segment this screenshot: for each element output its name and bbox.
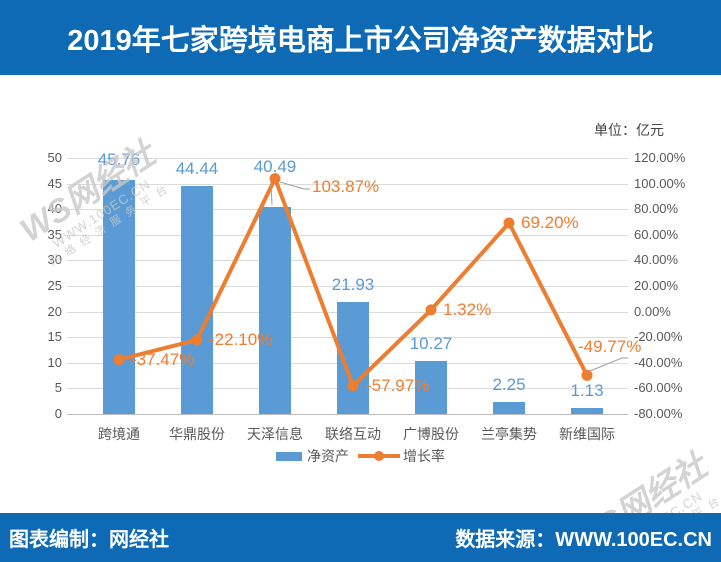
bar-value-label: 44.44 (175, 159, 219, 179)
bar-天泽信息 (259, 206, 291, 414)
footer-source: 数据来源：WWW.100EC.CN (455, 529, 712, 551)
growth-value-label: -37.47% (131, 350, 195, 369)
growth-rate-legend-label: 增长率 (403, 448, 445, 464)
bar-兰亭集势 (493, 402, 525, 414)
right-axis-tick: -40.00% (634, 354, 683, 370)
left-axis-tick: 50 (47, 150, 62, 165)
chart-legend: 净资产 增长率 (0, 447, 721, 465)
bar-value-label: 10.27 (409, 334, 453, 354)
left-axis-tick: 25 (47, 278, 62, 293)
bar-新维国际 (571, 408, 603, 414)
right-axis-tick: 100.00% (634, 175, 686, 191)
category-label: 天泽信息 (247, 426, 303, 442)
bar-value-label: 1.13 (570, 381, 604, 401)
gridline (67, 260, 628, 262)
right-axis-tick: 20.00% (634, 278, 679, 293)
gridline (67, 183, 628, 185)
gridline (67, 414, 628, 415)
leader-line (279, 181, 310, 190)
right-axis-tick: -60.00% (634, 380, 683, 396)
left-axis-tick: 20 (47, 303, 62, 319)
leader-line (270, 181, 273, 206)
left-axis-tick: 5 (54, 380, 62, 396)
gridline (67, 209, 628, 211)
bar-跨境通 (103, 179, 135, 414)
right-axis-tick: 80.00% (634, 201, 679, 217)
left-axis-tick: 0 (54, 406, 62, 421)
line-point-marker (113, 354, 125, 366)
growth-value-label: -22.10% (209, 330, 273, 349)
category-label: 联络互动 (325, 426, 381, 442)
net-assets-legend-swatch (276, 451, 302, 461)
right-axis-tick: 0.00% (634, 303, 671, 319)
bar-value-label: 2.25 (492, 375, 526, 395)
page-title: 2019年七家跨境电商上市公司净资产数据对比 (67, 24, 654, 57)
line-point-marker (347, 380, 359, 392)
bar-value-label: 40.49 (253, 157, 297, 176)
line-point-marker (191, 334, 203, 346)
unit-label: 单位：亿元 (594, 122, 664, 138)
growth-rate-legend-marker (374, 451, 384, 461)
line-point-marker (269, 173, 281, 185)
bar-value-label: 21.93 (331, 274, 375, 294)
net-assets-legend-label: 净资产 (307, 448, 349, 464)
line-point-marker (425, 304, 437, 316)
left-axis-tick: 10 (47, 354, 62, 370)
growth-value-label: -57.97% (366, 376, 430, 395)
line-point-marker (503, 217, 515, 229)
footer-bar: 图表编制：网经社 数据来源：WWW.100EC.CN (0, 513, 721, 562)
category-label: 华鼎股份 (169, 426, 225, 442)
growth-value-label: 103.87% (312, 177, 380, 196)
left-axis-tick: 40 (47, 201, 62, 217)
gridline (67, 158, 628, 159)
category-label: 广博股份 (403, 426, 459, 442)
right-axis-tick: -20.00% (634, 329, 683, 345)
right-axis-tick: 40.00% (634, 252, 679, 268)
growth-value-label: -49.77% (578, 337, 642, 356)
gridline (67, 286, 628, 287)
left-axis-tick: 35 (47, 226, 62, 242)
left-axis-tick: 45 (47, 175, 62, 191)
growth-value-label: 1.32% (443, 300, 492, 319)
bar-广博股份 (415, 361, 447, 414)
right-axis-tick: 60.00% (634, 226, 679, 242)
growth-value-label: 69.20% (521, 213, 579, 232)
growth-line-layer (113, 173, 628, 392)
category-label: 跨境通 (98, 426, 140, 442)
bar-华鼎股份 (181, 186, 213, 414)
leader-line (589, 357, 628, 372)
right-axis-tick: 120.00% (634, 150, 686, 165)
bar-value-label: 45.76 (97, 150, 141, 169)
header-bar: 2019年七家跨境电商上市公司净资产数据对比 (0, 0, 721, 75)
left-axis-tick: 30 (47, 252, 62, 268)
line-point-marker (581, 369, 593, 381)
growth-rate-legend-line (358, 451, 400, 461)
chart-area: 单位：亿元 净资产 增长率 WS网经社 WWW.100EC.CN 网 络 经 济… (0, 75, 721, 562)
right-axis-tick: -80.00% (634, 406, 683, 421)
gridline (67, 234, 628, 236)
left-axis-tick: 15 (47, 329, 62, 345)
category-label: 兰亭集势 (481, 426, 537, 442)
category-label: 新维国际 (559, 426, 615, 442)
footer-credit: 图表编制：网经社 (9, 529, 169, 551)
